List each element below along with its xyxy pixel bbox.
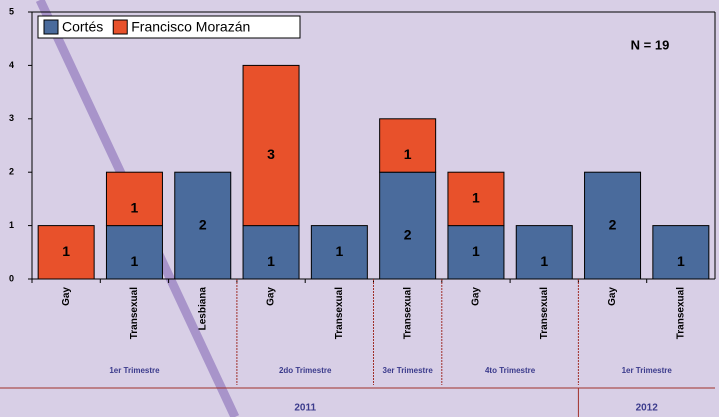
bar-segment: [652, 225, 710, 280]
legend-label: Cortés: [62, 19, 103, 35]
data-label: 2: [609, 216, 617, 232]
bar-segment: [447, 171, 505, 227]
legend-swatch: [112, 19, 128, 35]
bar-segment: [37, 225, 95, 280]
x-tick-label: Lesbiana: [197, 287, 208, 331]
bar-segment: [242, 225, 300, 280]
annotation: N = 19: [631, 37, 670, 52]
y-tick-label: 2: [9, 167, 14, 177]
bar-segment: [242, 64, 300, 227]
x-tick-label: Transexual: [129, 287, 140, 339]
group-label: 3er Trimestre: [383, 366, 434, 375]
x-tick-label: Transexual: [675, 287, 686, 339]
legend-swatch: [43, 19, 59, 35]
y-tick-label: 5: [9, 6, 14, 16]
y-tick-label: 0: [9, 273, 14, 283]
bar-segment: [379, 118, 437, 173]
group-label: 1er Trimestre: [622, 366, 673, 375]
y-tick-label: 1: [9, 220, 14, 230]
bar-segment: [105, 171, 163, 227]
data-label: 1: [472, 243, 480, 259]
bar-segment: [447, 225, 505, 280]
x-tick-label: Gay: [266, 287, 277, 306]
x-tick-label: Transexual: [402, 287, 413, 339]
x-tick-label: Gay: [471, 287, 482, 306]
bar-segment: [174, 171, 232, 280]
data-label: 1: [404, 146, 412, 162]
group-label: 1er Trimestre: [109, 366, 160, 375]
data-label: 1: [131, 200, 139, 216]
data-label: 1: [677, 253, 685, 269]
legend-box: [37, 15, 301, 39]
data-label: 2: [199, 216, 207, 232]
x-tick-label: Transexual: [539, 287, 550, 339]
data-label: 1: [540, 253, 548, 269]
x-tick-label: Gay: [607, 287, 618, 306]
data-label: 1: [62, 243, 70, 259]
legend-label: Francisco Morazán: [131, 19, 250, 35]
data-label: 1: [131, 253, 139, 269]
group-label: 2do Trimestre: [279, 366, 332, 375]
bar-segment: [584, 171, 642, 280]
year-label: 2012: [636, 403, 659, 414]
data-label: 1: [267, 253, 275, 269]
group-label: 4to Trimestre: [485, 366, 536, 375]
year-label: 2011: [294, 403, 316, 414]
data-label: 2: [404, 226, 412, 242]
data-label: 3: [267, 146, 275, 162]
x-tick-label: Gay: [61, 287, 72, 306]
bar-segment: [379, 171, 437, 280]
data-label: 1: [335, 243, 343, 259]
y-tick-label: 3: [9, 113, 14, 123]
y-tick-label: 4: [9, 60, 14, 70]
bar-segment: [310, 225, 368, 280]
data-label: 1: [472, 190, 480, 206]
x-tick-label: Transexual: [334, 287, 345, 339]
bar-segment: [515, 225, 573, 280]
